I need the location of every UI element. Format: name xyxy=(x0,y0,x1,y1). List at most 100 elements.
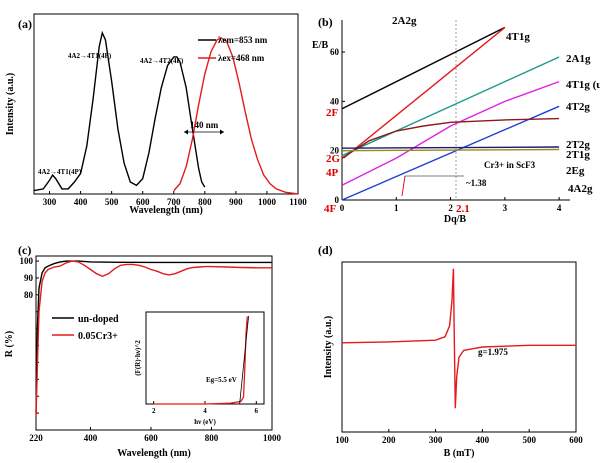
x-tick-label: 700 xyxy=(167,197,181,207)
ann-g: g=1.975 xyxy=(478,347,508,357)
legend-em: λem=853 nm xyxy=(218,35,268,45)
panel-d-frame xyxy=(341,261,577,433)
series-epr xyxy=(341,268,576,409)
panel-a-ylabel: Intensity (a.u.) xyxy=(5,73,16,136)
y-tick-label: 40 xyxy=(330,96,340,106)
panel-b-label: (b) xyxy=(318,15,333,29)
panel-a-frame xyxy=(33,13,299,195)
x-tick-label: 300 xyxy=(43,197,57,207)
x-tick-label: 2 xyxy=(448,203,453,213)
inset-x-tick-label: 6 xyxy=(255,407,259,415)
ann-4A2-4T2-4F: 4A2→4T2(4F) xyxy=(140,57,184,65)
panel-d: (d) 100 200 300 400 500 600 B (mT) Intensity … xyxy=(318,243,583,459)
series-2t2g xyxy=(341,117,560,159)
inset-plot: 2 4 6 xyxy=(152,315,259,415)
inset-xlabel: hν (eV) xyxy=(194,418,216,426)
panel-c-xlabel: Wavelength (nm) xyxy=(117,448,191,459)
series-0-05cr3- xyxy=(35,260,272,417)
inset-ylabel: (F(R)·hν)^2 xyxy=(134,340,142,376)
x-tick-label: 100 xyxy=(335,435,349,445)
panel-d-ylabel: Intensity (a.u.) xyxy=(323,316,334,379)
x-tick-label: 0 xyxy=(340,203,345,213)
term-label-2t1g: 2T1g xyxy=(566,149,590,161)
term-4F: 4F xyxy=(324,203,337,215)
x-tick-label: 600 xyxy=(144,433,158,443)
term-4P: 4P xyxy=(326,167,339,179)
panel-c-series xyxy=(35,260,272,417)
legend-ex: λex=468 nm xyxy=(218,53,265,63)
series--em-853-nm xyxy=(33,30,206,192)
x-tick-label: 1000 xyxy=(263,433,282,443)
x-tick-label: 400 xyxy=(476,435,490,445)
arrow-heads-140 xyxy=(184,129,224,135)
term-2F: 2F xyxy=(326,107,339,119)
x-tick-label: 1 xyxy=(394,203,399,213)
term-label-4t2g: 4T2g xyxy=(566,101,590,113)
x-tick-label: 600 xyxy=(136,197,150,207)
x-tick-label: 300 xyxy=(429,435,443,445)
series-2a2g xyxy=(341,26,506,110)
panel-d-xlabel: B (mT) xyxy=(444,448,475,459)
term-4A2g: 4A2g xyxy=(568,183,593,195)
inset-x-tick-label: 2 xyxy=(152,407,156,415)
series-2t1g xyxy=(341,146,560,149)
panel-c-ylabel: R (%) xyxy=(4,331,15,357)
panel-a-xlabel: Wavelength (nm) xyxy=(129,205,203,216)
series-2a1g xyxy=(341,56,560,157)
term-label-4t1g-upper-: 4T1g (upper) xyxy=(566,79,600,91)
ann-140nm: 140 nm xyxy=(190,120,219,130)
x-tick-label: 600 xyxy=(569,435,583,445)
y-tick-label: 80 xyxy=(24,290,34,300)
panel-c-frame xyxy=(35,255,273,431)
y-tick-label: 60 xyxy=(330,47,340,57)
legend-cr: 0.05Cr3+ xyxy=(78,331,118,342)
panel-b-series xyxy=(341,26,560,201)
ann-4A2-4T1-4F: 4A2→4T1(4F) xyxy=(68,52,112,60)
ann-1.38: ~1.38 xyxy=(466,178,487,188)
arrow-138 xyxy=(401,175,406,197)
x-tick-label: 1000 xyxy=(258,197,277,207)
series-4t2g xyxy=(341,105,560,201)
panel-b-xlabel: Dq/B xyxy=(444,214,467,225)
x-tick-label: 200 xyxy=(382,435,396,445)
term-2G: 2G xyxy=(326,153,341,165)
legend-undoped: un-doped xyxy=(78,314,119,325)
y-tick-label: 100 xyxy=(20,256,34,266)
y-tick-label: 20 xyxy=(330,146,340,156)
term-label-2a2g: 2A2g xyxy=(392,15,417,27)
x-tick-label: 400 xyxy=(84,433,98,443)
x-tick-label: 500 xyxy=(522,435,536,445)
x-tick-label: 400 xyxy=(74,197,88,207)
x-tick-label: 1100 xyxy=(289,197,307,207)
panel-a: (a) 300 400 500 600 700 800 900 1000 1100 Wavele… xyxy=(5,13,307,216)
series-4t1g xyxy=(343,26,506,159)
inset-eg: Eg=5.5 eV xyxy=(206,376,237,384)
ann-cr-in-scf3: Cr3+ in ScF3 xyxy=(484,160,536,170)
x-tick-label: 900 xyxy=(229,197,243,207)
panel-a-series xyxy=(33,30,299,195)
y-tick-label: 90 xyxy=(24,273,34,283)
series-4t1g-upper- xyxy=(341,80,560,186)
series-un-doped xyxy=(35,260,272,414)
series--ex-468-nm xyxy=(173,37,299,195)
term-label-2t2g: 2T2g xyxy=(566,139,590,151)
term-label-2a1g: 2A1g xyxy=(566,53,591,65)
inset-tangent xyxy=(239,315,250,405)
series-2eg xyxy=(341,148,560,152)
term-label-2eg: 2Eg xyxy=(566,165,585,177)
panel-d-series xyxy=(341,268,576,409)
x-tick-label: 500 xyxy=(105,197,119,207)
x-tick-label: 800 xyxy=(205,433,219,443)
x-tick-label: 800 xyxy=(198,197,212,207)
panel-a-label: (a) xyxy=(18,17,32,31)
x-tick-label: 4 xyxy=(557,203,562,213)
panel-b-ylabel: E/B xyxy=(312,40,328,51)
term-label-4t1g: 4T1g xyxy=(506,31,530,43)
panel-d-label: (d) xyxy=(318,243,333,257)
y-tick-label: 0 xyxy=(335,195,340,205)
ann-2.1: 2.1 xyxy=(456,203,470,215)
